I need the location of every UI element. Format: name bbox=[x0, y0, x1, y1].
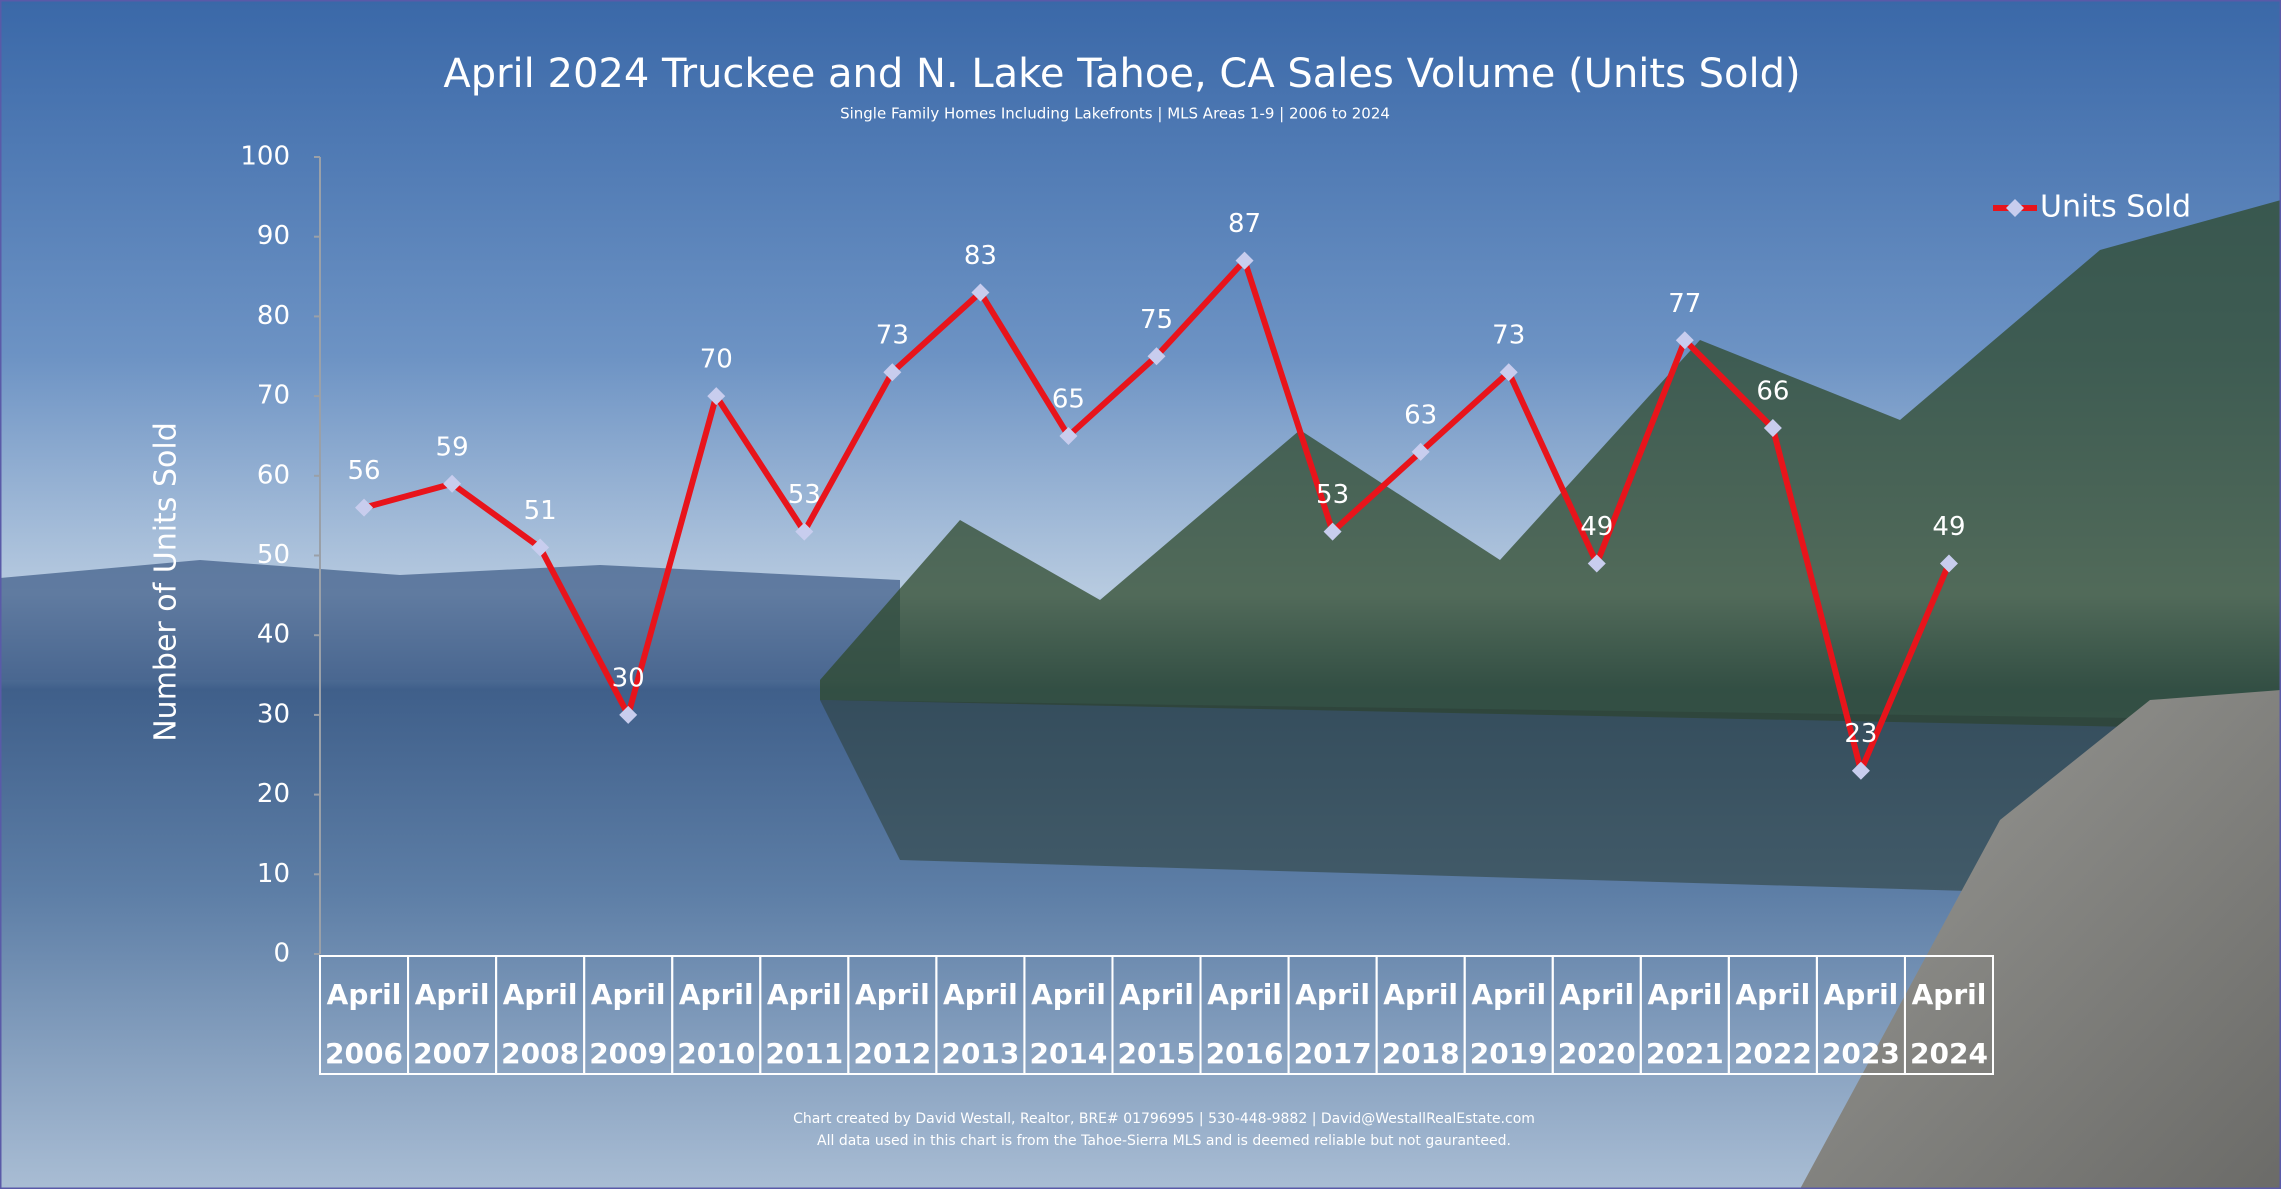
data-label: 70 bbox=[700, 345, 733, 375]
x-tick-label: April 2006 bbox=[325, 978, 403, 1070]
x-tick-label: April 2012 bbox=[853, 978, 931, 1070]
data-label: 23 bbox=[1844, 719, 1877, 749]
point-marker bbox=[443, 474, 462, 493]
legend-label: Units Sold bbox=[2040, 190, 2191, 225]
data-label: 56 bbox=[347, 456, 380, 486]
data-label: 30 bbox=[612, 663, 645, 693]
footer-line: Chart created by David Westall, Realtor,… bbox=[793, 1111, 1535, 1127]
x-tick-label: April 2011 bbox=[765, 978, 843, 1070]
x-tick-label: April 2022 bbox=[1734, 978, 1812, 1070]
data-label: 59 bbox=[436, 432, 469, 462]
point-marker bbox=[1147, 347, 1166, 366]
point-marker bbox=[1587, 554, 1606, 573]
data-label: 83 bbox=[964, 241, 997, 271]
data-label: 66 bbox=[1756, 376, 1789, 406]
data-label: 51 bbox=[524, 496, 557, 526]
x-tick-label: April 2018 bbox=[1382, 978, 1460, 1070]
data-label: 49 bbox=[1580, 512, 1613, 542]
data-label: 53 bbox=[788, 480, 821, 510]
x-tick-label: April 2019 bbox=[1470, 978, 1548, 1070]
y-tick-label: 10 bbox=[257, 859, 290, 889]
x-tick-label: April 2013 bbox=[941, 978, 1019, 1070]
x-tick-label: April 2014 bbox=[1029, 978, 1107, 1070]
point-marker bbox=[531, 538, 550, 557]
point-marker bbox=[1939, 554, 1958, 573]
point-marker bbox=[1235, 251, 1254, 270]
point-marker bbox=[707, 387, 726, 406]
y-tick-label: 40 bbox=[257, 620, 290, 650]
data-label: 77 bbox=[1668, 289, 1701, 319]
data-label: 73 bbox=[876, 321, 909, 351]
category-cell bbox=[1903, 955, 1995, 1075]
y-tick-label: 20 bbox=[257, 779, 290, 809]
y-tick-label: 30 bbox=[257, 699, 290, 729]
y-axis-label: Number of Units Sold bbox=[149, 422, 184, 742]
x-tick-label: April 2020 bbox=[1558, 978, 1636, 1070]
x-tick-label: April 2008 bbox=[501, 978, 579, 1070]
x-tick-label: April 2009 bbox=[589, 978, 667, 1070]
x-tick-label: April 2023 bbox=[1822, 978, 1900, 1070]
point-marker bbox=[971, 283, 990, 302]
point-marker bbox=[1499, 363, 1518, 382]
y-tick-label: 80 bbox=[257, 301, 290, 331]
data-label: 53 bbox=[1316, 480, 1349, 510]
chart-title: April 2024 Truckee and N. Lake Tahoe, CA… bbox=[443, 51, 1800, 97]
point-marker bbox=[355, 498, 374, 517]
point-marker bbox=[619, 705, 638, 724]
y-tick-label: 70 bbox=[257, 381, 290, 411]
point-marker bbox=[1763, 418, 1782, 437]
x-tick-label: April 2017 bbox=[1294, 978, 1372, 1070]
data-label: 65 bbox=[1052, 384, 1085, 414]
y-tick-label: 60 bbox=[257, 460, 290, 490]
y-tick-label: 50 bbox=[257, 540, 290, 570]
x-tick-label: April 2010 bbox=[677, 978, 755, 1070]
data-label: 75 bbox=[1140, 305, 1173, 335]
point-marker bbox=[1851, 761, 1870, 780]
point-marker bbox=[1675, 331, 1694, 350]
point-marker bbox=[1411, 442, 1430, 461]
data-label: 87 bbox=[1228, 209, 1261, 239]
footer-line: All data used in this chart is from the … bbox=[817, 1133, 1511, 1149]
point-marker bbox=[1059, 426, 1078, 445]
y-tick-label: 0 bbox=[273, 939, 290, 969]
data-label: 49 bbox=[1932, 512, 1965, 542]
x-tick-label: April 2007 bbox=[413, 978, 491, 1070]
x-tick-label: April 2021 bbox=[1646, 978, 1724, 1070]
chart-subtitle: Single Family Homes Including Lakefronts… bbox=[840, 105, 1390, 123]
point-marker bbox=[1323, 522, 1342, 541]
y-tick-label: 100 bbox=[240, 142, 290, 172]
x-tick-label: April 2015 bbox=[1118, 978, 1196, 1070]
point-marker bbox=[795, 522, 814, 541]
y-tick-label: 90 bbox=[257, 221, 290, 251]
point-marker bbox=[883, 363, 902, 382]
x-tick-label: April 2016 bbox=[1206, 978, 1284, 1070]
x-tick-label: April 2024 bbox=[1910, 978, 1988, 1070]
data-label: 63 bbox=[1404, 400, 1437, 430]
data-label: 73 bbox=[1492, 321, 1525, 351]
legend-marker bbox=[2006, 199, 2024, 217]
